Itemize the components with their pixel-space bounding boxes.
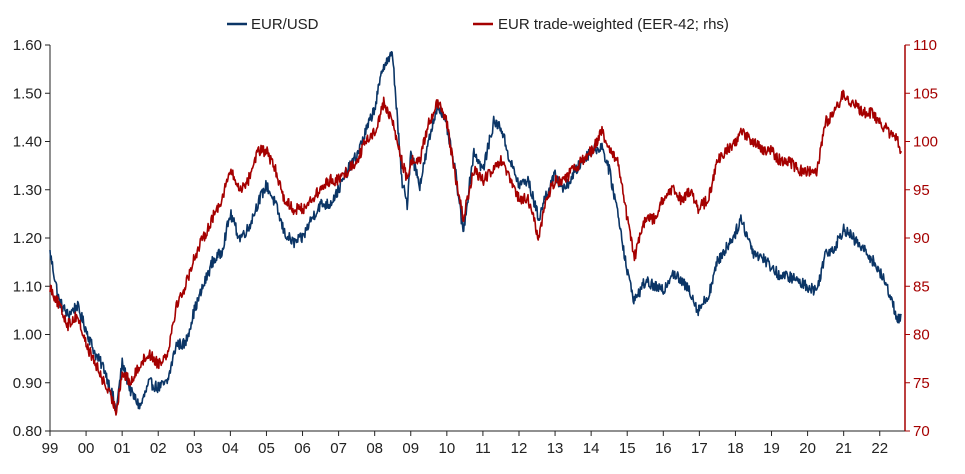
right-tick-label: 110 — [913, 37, 937, 54]
x-tick-label: 22 — [871, 440, 888, 457]
x-tick-label: 13 — [547, 440, 564, 457]
x-axis-tick-labels: 99 00 01 02 03 04 05 06 07 08 09 10 11 12 13 14 15 16 17 18… — [42, 431, 888, 457]
legend-label-eer42: EUR trade-weighted (EER-42; rhs) — [498, 16, 729, 33]
series-line-eer42 — [49, 89, 903, 416]
left-tick-label: 1.00 — [13, 327, 42, 344]
axes — [49, 45, 906, 432]
right-tick-label: 70 — [913, 423, 930, 440]
right-tick-label: 105 — [913, 85, 938, 102]
x-tick-label: 06 — [294, 440, 311, 457]
right-tick-label: 80 — [913, 327, 930, 344]
x-tick-label: 15 — [619, 440, 636, 457]
left-tick-label: 0.90 — [13, 375, 42, 392]
right-tick-label: 75 — [913, 375, 930, 392]
left-tick-label: 0.80 — [13, 423, 42, 440]
legend: EUR/USD EUR trade-weighted (EER-42; rhs) — [227, 16, 729, 33]
x-tick-label: 05 — [258, 440, 275, 457]
x-tick-label: 08 — [366, 440, 383, 457]
x-tick-label: 02 — [150, 440, 167, 457]
right-tick-label: 90 — [913, 230, 930, 247]
x-tick-label: 07 — [330, 440, 347, 457]
x-tick-label: 16 — [655, 440, 672, 457]
x-tick-label: 18 — [727, 440, 744, 457]
x-tick-label: 14 — [583, 440, 600, 457]
left-tick-label: 1.40 — [13, 134, 42, 151]
x-tick-label: 19 — [763, 440, 780, 457]
right-tick-label: 95 — [913, 182, 930, 199]
left-tick-label: 1.60 — [13, 37, 42, 54]
left-tick-label: 1.30 — [13, 182, 42, 199]
left-axis-tick-labels: 0.80 0.90 1.00 1.10 1.20 1.30 1.40 1.50 1.60 — [13, 37, 50, 440]
x-tick-label: 09 — [402, 440, 419, 457]
x-tick-label: 99 — [42, 440, 59, 457]
x-tick-label: 10 — [438, 440, 455, 457]
x-tick-label: 21 — [835, 440, 852, 457]
series-line-eur-usd — [49, 50, 902, 413]
x-tick-label: 00 — [78, 440, 95, 457]
x-tick-label: 12 — [511, 440, 528, 457]
x-tick-label: 04 — [222, 440, 239, 457]
legend-label-eur-usd: EUR/USD — [251, 16, 319, 33]
right-tick-label: 100 — [913, 134, 938, 151]
x-tick-label: 01 — [114, 440, 131, 457]
left-tick-label: 1.20 — [13, 230, 42, 247]
x-tick-label: 11 — [475, 440, 491, 457]
left-tick-label: 1.10 — [13, 278, 42, 295]
right-tick-label: 85 — [913, 278, 930, 295]
x-tick-label: 03 — [186, 440, 203, 457]
left-tick-label: 1.50 — [13, 85, 42, 102]
x-tick-label: 20 — [799, 440, 816, 457]
right-axis-tick-labels: 70 75 80 85 90 95 100 105 110 — [905, 37, 938, 440]
x-tick-label: 17 — [691, 440, 708, 457]
series-lines — [49, 50, 903, 416]
